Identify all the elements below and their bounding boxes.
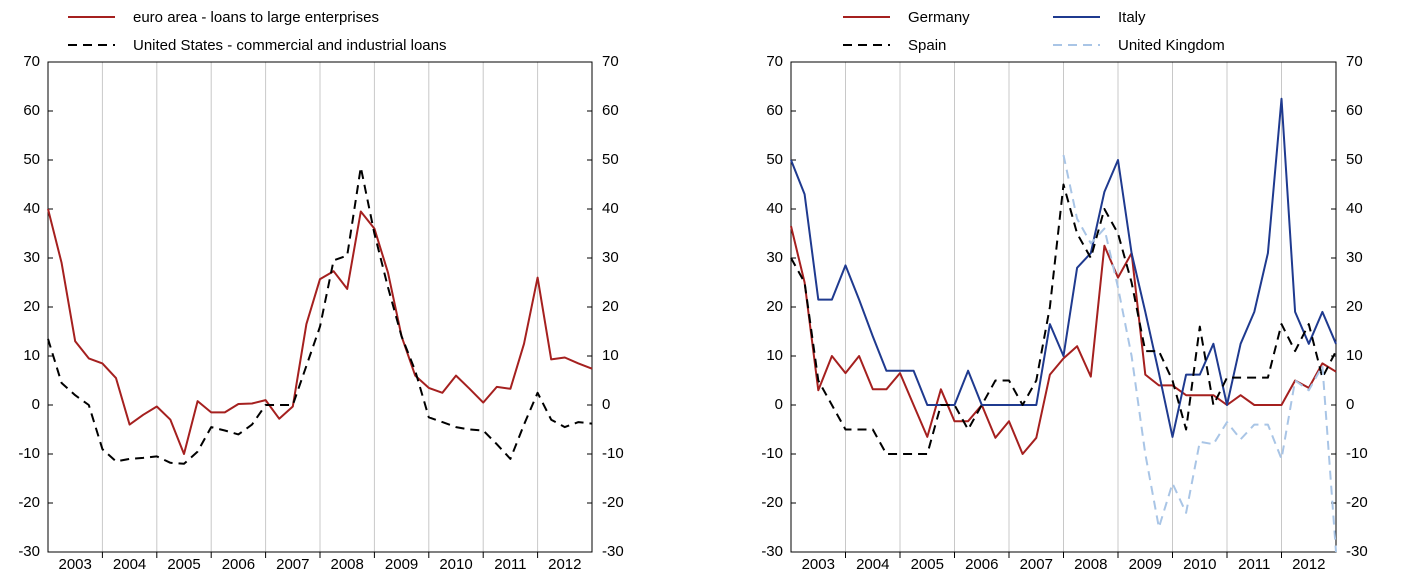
y-tick-label: 60 [23,102,40,119]
y2-tick-label: 30 [602,249,619,266]
legend-label: United States - commercial and industria… [133,37,446,54]
y-tick-label: 40 [766,200,783,217]
y2-tick-label: -20 [1346,494,1368,511]
legend-label: United Kingdom [1118,37,1225,54]
y2-tick-label: 10 [602,347,619,364]
x-tick-label: 2009 [1129,556,1162,573]
y2-tick-label: 40 [602,200,619,217]
y-tick-label: -30 [761,543,783,560]
y-tick-label: 20 [766,298,783,315]
x-tick-label: 2011 [1238,556,1270,573]
legend-label: Spain [908,37,946,54]
x-tick-label: 2010 [439,556,472,573]
y2-tick-label: 10 [1346,347,1363,364]
y2-tick-label: -10 [602,445,624,462]
y2-tick-label: 60 [1346,102,1363,119]
series-line [47,166,593,465]
x-tick-label: 2012 [548,556,581,573]
y-tick-label: -30 [18,543,40,560]
plot-frame [47,61,593,553]
x-tick-label: 2005 [167,556,200,573]
y2-tick-label: 50 [1346,151,1363,168]
y2-tick-label: 60 [602,102,619,119]
x-tick-label: 2007 [1020,556,1053,573]
y2-tick-label: 50 [602,151,619,168]
series-line [790,183,1337,455]
y-tick-label: 30 [23,249,40,266]
legend-label: Germany [908,9,970,26]
y-tick-label: -20 [761,494,783,511]
plot-frame [790,61,1337,553]
y2-tick-label: 70 [1346,53,1363,70]
y2-tick-label: 70 [602,53,619,70]
x-tick-label: 2007 [276,556,309,573]
legend-label: euro area - loans to large enterprises [133,9,379,26]
y-tick-label: 60 [766,102,783,119]
x-tick-label: 2004 [113,556,146,573]
y2-tick-label: -30 [602,543,624,560]
x-tick-label: 2003 [59,556,92,573]
y2-tick-label: 30 [1346,249,1363,266]
series-line [790,97,1337,438]
y-tick-label: 70 [766,53,783,70]
legend-label: Italy [1118,9,1146,26]
y-tick-label: -20 [18,494,40,511]
x-tick-label: 2005 [911,556,944,573]
y2-tick-label: -30 [1346,543,1368,560]
y-tick-label: 20 [23,298,40,315]
x-tick-label: 2004 [856,556,889,573]
y-tick-label: 70 [23,53,40,70]
y-tick-label: 0 [32,396,40,413]
x-tick-label: 2003 [802,556,835,573]
y-tick-label: 10 [766,347,783,364]
x-tick-label: 2006 [965,556,998,573]
y2-tick-label: -10 [1346,445,1368,462]
series-line [47,208,593,455]
y2-tick-label: 40 [1346,200,1363,217]
y-tick-label: -10 [761,445,783,462]
y-tick-label: -10 [18,445,40,462]
y-tick-label: 10 [23,347,40,364]
y-tick-label: 40 [23,200,40,217]
y-tick-label: 30 [766,249,783,266]
x-tick-label: 2008 [331,556,364,573]
x-tick-label: 2006 [222,556,255,573]
x-tick-label: 2011 [494,556,526,573]
y2-tick-label: 20 [602,298,619,315]
x-tick-label: 2010 [1183,556,1216,573]
y-tick-label: 50 [23,151,40,168]
y2-tick-label: 0 [602,396,610,413]
y2-tick-label: 20 [1346,298,1363,315]
x-tick-label: 2012 [1292,556,1325,573]
series-line [790,225,1337,455]
y2-tick-label: 0 [1346,396,1354,413]
y-tick-label: 50 [766,151,783,168]
x-tick-label: 2009 [385,556,418,573]
x-tick-label: 2008 [1074,556,1107,573]
y-tick-label: 0 [775,396,783,413]
y2-tick-label: -20 [602,494,624,511]
series-line [1062,154,1337,553]
